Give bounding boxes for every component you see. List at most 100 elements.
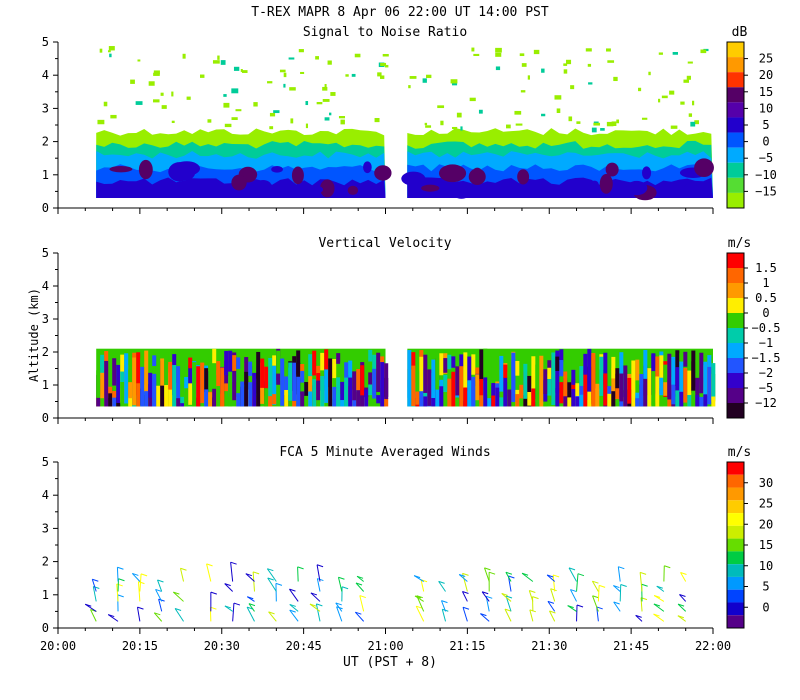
wind-barb-flag: [546, 574, 554, 578]
snr-speckle: [300, 71, 305, 74]
wind-barb: [613, 585, 621, 592]
vv-cell: [120, 381, 125, 404]
vv-cell: [691, 350, 696, 391]
wind-barb: [680, 572, 687, 582]
snr-speckle: [452, 126, 458, 130]
wind-barb-flag: [679, 594, 686, 598]
vv-cell: [539, 375, 544, 407]
snr-speckle: [231, 117, 238, 121]
vv-cell: [328, 358, 333, 407]
snr-blob: [163, 189, 187, 196]
vv-cell: [348, 360, 353, 378]
snr-speckle: [456, 112, 462, 118]
snr-blob: [605, 162, 619, 177]
vv-cell: [583, 370, 588, 407]
vv-cell: [212, 388, 217, 407]
snr-speckle: [288, 57, 295, 60]
wind-barb: [137, 581, 141, 602]
snr-speckle: [495, 52, 502, 57]
vv-cell: [284, 389, 289, 407]
vv-cell: [543, 369, 548, 394]
wind-barb: [507, 575, 512, 592]
snr-speckle: [161, 105, 167, 109]
colorbar-swatch: [727, 313, 744, 328]
vv-cell: [663, 382, 668, 396]
vv-cell: [148, 372, 153, 398]
snr-speckle: [658, 52, 663, 55]
vv-cell: [192, 362, 197, 407]
vv-cell: [276, 350, 281, 375]
colorbar-swatch: [727, 283, 744, 298]
snr-speckle: [267, 81, 273, 84]
y-tick-label: 4: [42, 488, 49, 502]
x-tick-label: 20:45: [286, 639, 322, 653]
wind-barb-flag: [289, 588, 296, 592]
wind-barb-flag: [680, 572, 687, 575]
snr-blob: [626, 180, 648, 196]
colorbar-label: 0: [762, 135, 769, 149]
vv-cell: [483, 348, 488, 386]
snr-speckle: [351, 73, 356, 77]
x-tick-label: 20:30: [204, 639, 240, 653]
vv-cell: [108, 386, 113, 398]
colorbar-swatch: [727, 525, 744, 539]
vv-cell: [443, 358, 448, 373]
x-tick-label: 21:00: [367, 639, 403, 653]
wind-barb-flag: [653, 595, 661, 598]
wind-barb-flag: [356, 575, 364, 579]
snr-speckle: [541, 68, 545, 73]
wind-barb-flag: [118, 578, 125, 582]
snr-speckle: [600, 128, 605, 131]
wind-barb-flag: [416, 605, 423, 609]
vv-cell: [264, 366, 269, 407]
vv-cell: [559, 382, 564, 404]
wind-barb: [528, 590, 534, 602]
colorbar-swatch: [727, 373, 744, 388]
wind-barb: [462, 607, 468, 622]
wind-barb-flag: [568, 567, 576, 571]
panels: Signal to Noise Ratio012345dB2520151050−…: [40, 25, 781, 653]
snr-blob: [254, 180, 272, 193]
wind-barb: [438, 581, 446, 592]
wind-barb-flag: [438, 580, 445, 584]
wind-barb: [316, 564, 321, 582]
vv-cell: [439, 386, 444, 407]
wind-barb: [592, 595, 599, 612]
vv-cell: [132, 357, 137, 406]
vv-cell: [136, 383, 141, 407]
vv-cell: [196, 366, 201, 407]
snr-speckle: [606, 121, 614, 127]
snr-speckle: [473, 53, 480, 57]
wind-barb: [677, 603, 687, 612]
vv-cell: [415, 391, 420, 405]
snr-speckle: [570, 85, 575, 90]
vv-cell: [340, 381, 345, 401]
vv-cell: [252, 366, 257, 407]
snr-speckle: [585, 48, 592, 52]
snr-speckle: [148, 81, 155, 86]
vv-cell: [571, 389, 576, 407]
wind-barb: [289, 588, 299, 602]
colorbar-swatch: [727, 551, 744, 565]
vv-cell: [711, 396, 716, 407]
vv-cell: [160, 385, 165, 407]
wind-barb-flag: [620, 583, 627, 587]
wind-barb-flag: [267, 577, 274, 581]
y-tick-label: 0: [42, 411, 49, 425]
vv-cell: [495, 387, 500, 407]
vv-cell: [308, 354, 313, 379]
vv-cell: [479, 395, 484, 407]
vv-cell: [252, 349, 257, 373]
snr-speckle: [223, 102, 230, 108]
snr-speckle: [135, 101, 143, 105]
wind-barb: [224, 583, 234, 592]
vv-cell: [188, 357, 193, 369]
vv-cell: [340, 362, 345, 394]
vv-cell: [643, 349, 648, 379]
wind-barb: [546, 574, 556, 582]
snr-speckle: [495, 47, 502, 53]
colorbar-swatch: [727, 328, 744, 343]
wind-barb: [550, 588, 556, 602]
x-tick-label: 21:45: [613, 639, 649, 653]
wind-barb: [116, 567, 119, 582]
